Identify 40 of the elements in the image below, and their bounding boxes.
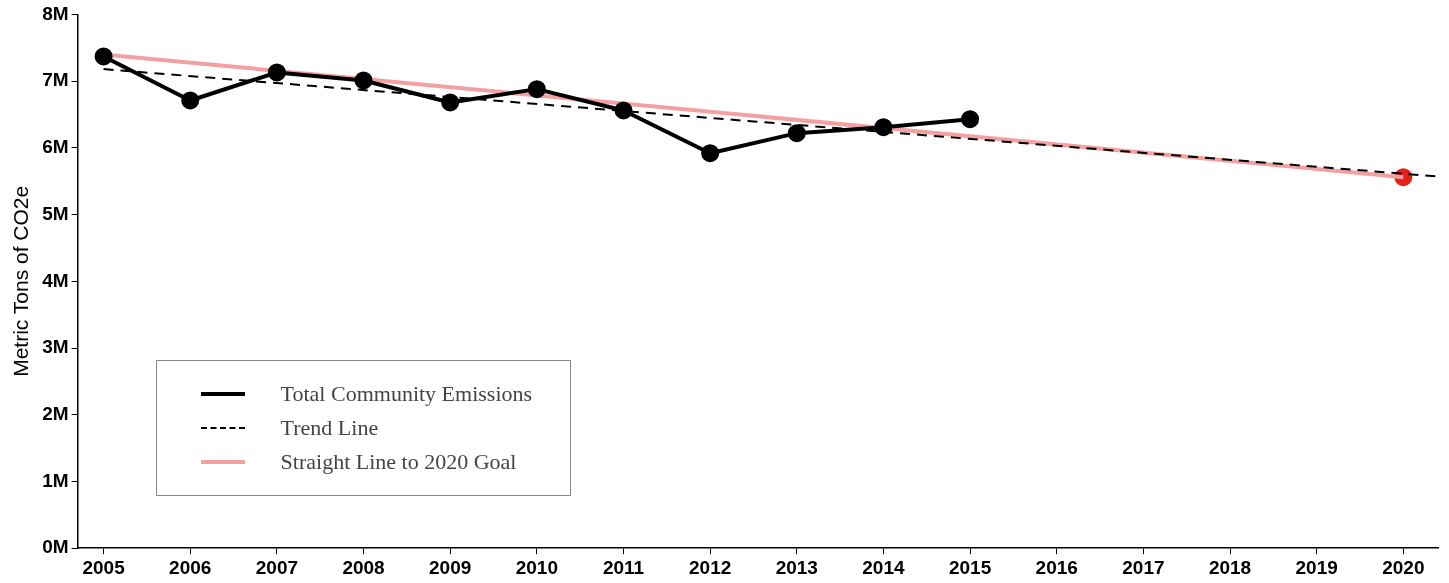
point xyxy=(354,71,373,90)
y-tick-label: 0M xyxy=(42,536,69,558)
y-axis-title: Metric Tons of CO2e xyxy=(9,185,33,377)
point xyxy=(787,124,806,143)
point xyxy=(527,80,546,99)
legend-label: Trend Line xyxy=(280,415,379,442)
y-tick-label: 8M xyxy=(42,2,69,24)
x-tick-label: 2014 xyxy=(862,556,905,578)
point xyxy=(441,93,460,112)
x-tick-label: 2010 xyxy=(515,556,558,578)
x-tick-label: 2016 xyxy=(1035,556,1078,578)
x-tick-label: 2019 xyxy=(1295,556,1338,578)
point xyxy=(961,110,980,129)
x-tick-label: 2007 xyxy=(255,556,299,578)
x-tick-label: 2009 xyxy=(429,556,472,578)
x-tick-label: 2008 xyxy=(342,556,385,578)
x-tick-label: 2018 xyxy=(1208,556,1252,578)
x-tick-label: 2020 xyxy=(1382,556,1425,578)
x-tick-label: 2005 xyxy=(82,556,126,578)
y-tick-label: 2M xyxy=(42,402,69,424)
legend-label: Total Community Emissions xyxy=(280,381,533,408)
point xyxy=(614,101,633,120)
point xyxy=(874,118,893,137)
x-tick-label: 2013 xyxy=(775,556,818,578)
x-tick-label: 2006 xyxy=(169,556,212,578)
x-tick-label: 2015 xyxy=(948,556,992,578)
point xyxy=(701,144,720,163)
y-tick-label: 6M xyxy=(42,136,69,158)
legend-label: Straight Line to 2020 Goal xyxy=(280,449,517,476)
x-tick-label: 2011 xyxy=(602,556,645,578)
y-tick-label: 5M xyxy=(42,202,69,224)
x-tick-label: 2012 xyxy=(689,556,732,578)
y-tick-label: 7M xyxy=(42,69,69,91)
y-tick-label: 3M xyxy=(42,336,69,358)
point xyxy=(181,91,200,110)
point xyxy=(267,63,286,82)
point xyxy=(94,47,113,66)
y-tick-label: 4M xyxy=(42,269,69,291)
x-tick-label: 2017 xyxy=(1122,556,1165,578)
y-tick-label: 1M xyxy=(42,469,69,491)
